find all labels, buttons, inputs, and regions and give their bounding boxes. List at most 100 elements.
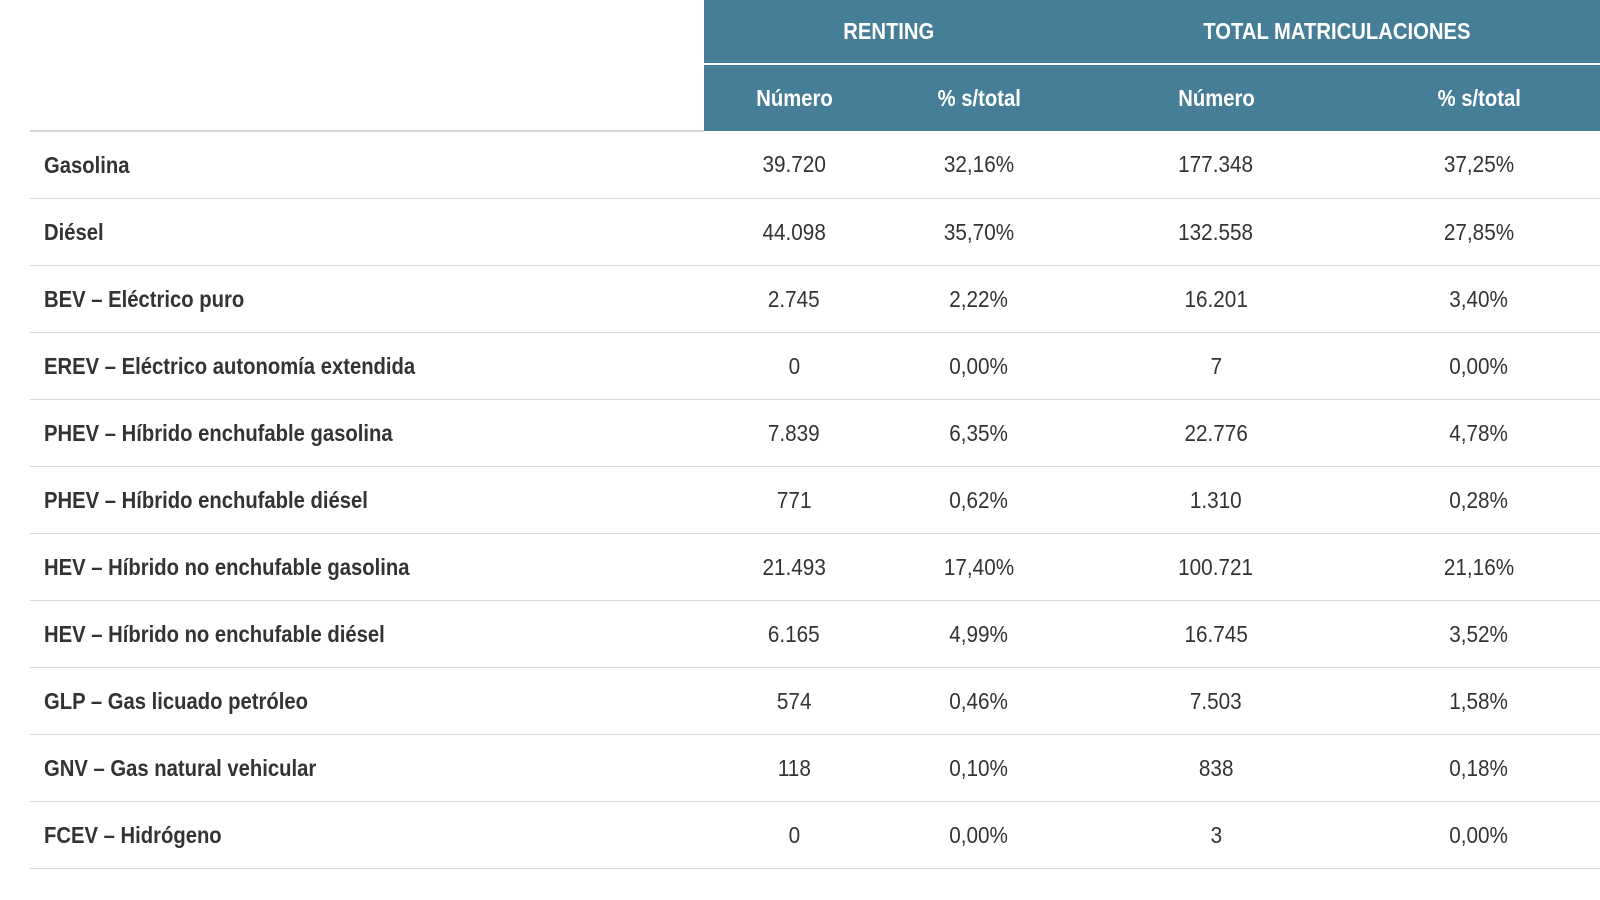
group-header-row: RENTING TOTAL MATRICULACIONES [30, 0, 1600, 132]
renting-number-cell: 0 [704, 332, 884, 400]
total-number-cell-value: 7 [1210, 352, 1222, 379]
total-number-cell-value: 838 [1198, 754, 1234, 781]
total-pct-cell: 0,00% [1358, 332, 1600, 400]
fuel-type-label: HEV – Híbrido no enchufable gasolina [44, 553, 410, 580]
renting-pct-cell: 0,62% [884, 466, 1074, 534]
renting-pct-cell-value: 0,10% [949, 754, 1009, 781]
renting-number-header-text: Número [755, 84, 833, 111]
fuel-type-label: Diésel [44, 218, 104, 245]
renting-group-header: RENTING [704, 0, 1074, 65]
renting-number-cell: 771 [704, 466, 884, 534]
fuel-type-label: FCEV – Hidrógeno [44, 821, 222, 848]
total-pct-cell-value: 21,16% [1443, 553, 1515, 580]
fuel-type-cell: GLP – Gas licuado petróleo [30, 667, 704, 735]
fuel-type-cell: PHEV – Híbrido enchufable diésel [30, 466, 704, 534]
sub-header-row: Número % s/total Número % s/total [30, 64, 1600, 131]
total-pct-cell-value: 3,40% [1449, 285, 1509, 312]
renting-pct-cell: 0,00% [884, 801, 1074, 869]
table-row: HEV – Híbrido no enchufable gasolina 21.4… [30, 533, 1600, 601]
total-pct-cell: 0,28% [1358, 466, 1600, 534]
fuel-type-cell: HEV – Híbrido no enchufable gasolina [30, 533, 704, 601]
total-pct-header: % s/total [1358, 64, 1600, 131]
table-row: Gasolina 39.720 32,16% 177.348 37,25% [30, 131, 1600, 199]
renting-number-cell-value: 7.839 [768, 419, 820, 446]
total-group-header-text: TOTAL MATRICULACIONES [1203, 18, 1471, 44]
total-pct-cell: 21,16% [1358, 533, 1600, 601]
table-row: GNV – Gas natural vehicular 118 0,10% 838 0,… [30, 734, 1600, 802]
table-row: GLP – Gas licuado petróleo 574 0,46% 7.503 1… [30, 667, 1600, 735]
renting-pct-cell-value: 0,00% [949, 821, 1009, 848]
renting-number-cell-value: 118 [777, 754, 811, 781]
total-number-cell: 1.310 [1074, 466, 1358, 534]
renting-pct-cell: 0,46% [884, 667, 1074, 735]
renting-pct-cell-value: 0,00% [949, 352, 1009, 379]
fuel-type-label: BEV – Eléctrico puro [44, 285, 245, 312]
fuel-type-cell: FCEV – Hidrógeno [30, 801, 704, 869]
renting-pct-cell: 6,35% [884, 399, 1074, 467]
renting-pct-cell: 0,10% [884, 734, 1074, 802]
renting-number-cell: 574 [704, 667, 884, 735]
renting-number-cell-value: 0 [788, 352, 800, 379]
total-number-cell-value: 22.776 [1184, 419, 1248, 446]
total-pct-cell: 4,78% [1358, 399, 1600, 467]
total-pct-cell-value: 4,78% [1449, 419, 1509, 446]
renting-pct-cell: 17,40% [884, 533, 1074, 601]
total-number-cell-value: 100.721 [1178, 553, 1254, 580]
renting-pct-cell-value: 17,40% [943, 553, 1015, 580]
fuel-type-label: GLP – Gas licuado petróleo [44, 687, 308, 714]
renting-pct-cell-value: 0,62% [949, 486, 1009, 513]
fuel-type-label: EREV – Eléctrico autonomía extendida [44, 352, 416, 379]
renting-number-cell: 39.720 [704, 131, 884, 199]
fuel-type-label: Gasolina [44, 151, 130, 178]
table-row: FCEV – Hidrógeno 0 0,00% 3 0,00% [30, 801, 1600, 869]
total-pct-cell-value: 1,58% [1449, 687, 1509, 714]
total-number-cell: 3 [1074, 801, 1358, 869]
fuel-registration-table: RENTING TOTAL MATRICULACIONES Número % s… [30, 0, 1600, 869]
total-number-cell: 838 [1074, 734, 1358, 802]
renting-number-cell: 44.098 [704, 198, 884, 266]
renting-number-cell-value: 2.745 [768, 285, 820, 312]
renting-pct-header: % s/total [884, 64, 1074, 131]
total-number-cell: 100.721 [1074, 533, 1358, 601]
fuel-type-cell: Gasolina [30, 131, 704, 199]
fuel-type-label: PHEV – Híbrido enchufable gasolina [44, 419, 393, 446]
renting-number-cell-value: 44.098 [762, 218, 826, 245]
fuel-registration-table-container: RENTING TOTAL MATRICULACIONES Número % s… [30, 0, 1600, 869]
total-number-header-text: Número [1177, 84, 1255, 111]
renting-pct-cell: 35,70% [884, 198, 1074, 266]
total-pct-cell-value: 3,52% [1449, 620, 1509, 647]
table-row: EREV – Eléctrico autonomía extendida 0 0,0… [30, 332, 1600, 400]
header-blank-cell [77, 0, 657, 132]
fuel-type-label: GNV – Gas natural vehicular [44, 754, 317, 781]
total-pct-header-text: % s/total [1437, 84, 1521, 111]
renting-pct-cell: 0,00% [884, 332, 1074, 400]
renting-number-cell-value: 6.165 [768, 620, 820, 647]
renting-group-header-text: RENTING [843, 18, 935, 44]
total-number-header: Número [1074, 64, 1358, 131]
fuel-type-label: PHEV – Híbrido enchufable diésel [44, 486, 368, 513]
renting-number-cell-value: 21.493 [762, 553, 826, 580]
renting-pct-cell: 4,99% [884, 600, 1074, 668]
fuel-type-cell: EREV – Eléctrico autonomía extendida [30, 332, 704, 400]
total-pct-cell: 1,58% [1358, 667, 1600, 735]
total-number-cell: 16.745 [1074, 600, 1358, 668]
total-pct-cell-value: 37,25% [1443, 151, 1515, 177]
total-group-header: TOTAL MATRICULACIONES [1074, 0, 1600, 65]
renting-pct-cell: 32,16% [884, 131, 1074, 199]
renting-pct-cell-value: 32,16% [943, 151, 1015, 177]
total-pct-cell-value: 27,85% [1443, 218, 1515, 245]
total-pct-cell: 3,52% [1358, 600, 1600, 668]
renting-pct-cell-value: 2,22% [949, 285, 1009, 312]
fuel-type-cell: HEV – Híbrido no enchufable diésel [30, 600, 704, 668]
renting-pct-cell-value: 6,35% [949, 419, 1009, 446]
total-pct-cell: 27,85% [1358, 198, 1600, 266]
total-number-cell-value: 7.503 [1190, 687, 1242, 714]
renting-pct-cell-value: 0,46% [949, 687, 1009, 714]
renting-number-cell: 6.165 [704, 600, 884, 668]
table-header: RENTING TOTAL MATRICULACIONES Número % s… [30, 0, 1600, 132]
total-number-cell: 16.201 [1074, 265, 1358, 333]
renting-number-cell-value: 39.720 [762, 151, 826, 177]
total-number-cell: 132.558 [1074, 198, 1358, 266]
total-number-cell-value: 177.348 [1178, 151, 1254, 177]
renting-pct-cell-value: 35,70% [943, 218, 1015, 245]
